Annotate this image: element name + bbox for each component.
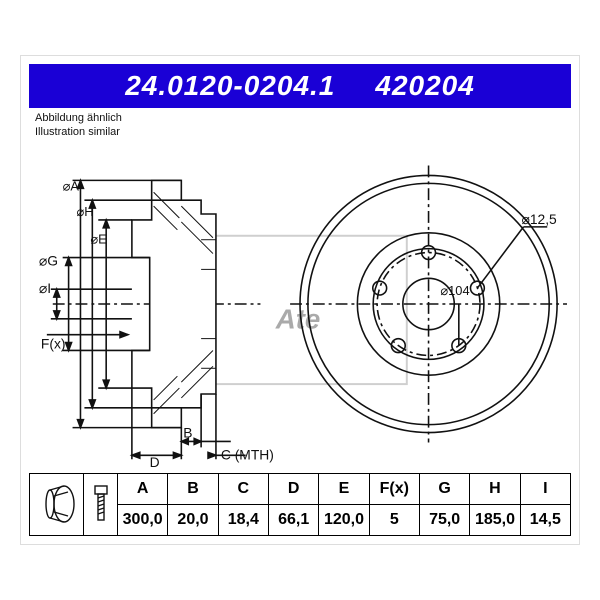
val-D: 66,1	[268, 504, 318, 535]
label-hole-dia: ⌀12,5	[522, 211, 558, 227]
label-pcd: ⌀104	[440, 283, 469, 298]
col-Fx: F(x)	[369, 473, 419, 504]
label-D: D	[150, 454, 160, 469]
label-diaH: ⌀H	[77, 204, 94, 219]
note-line-de: Abbildung ähnlich	[35, 112, 565, 125]
val-I: 14,5	[520, 504, 570, 535]
col-C: C	[218, 473, 268, 504]
front-view-labels: ⌀12,5 ⌀104	[440, 211, 557, 298]
part-number-primary: 24.0120-0204.1	[125, 70, 335, 102]
side-section-view	[47, 180, 261, 459]
val-G: 75,0	[419, 504, 469, 535]
label-C: C (MTH)	[221, 446, 274, 462]
label-diaG: ⌀G	[39, 252, 58, 268]
front-face-view	[290, 165, 567, 442]
val-B: 20,0	[168, 504, 218, 535]
col-B: B	[168, 473, 218, 504]
label-B: B	[183, 424, 192, 440]
spec-header-row: A B C D E F(x) G H I	[30, 473, 571, 504]
header-bar: 24.0120-0204.1 420204	[29, 64, 571, 108]
val-H: 185,0	[470, 504, 520, 535]
diagram-area: Ate	[29, 139, 571, 473]
val-A: 300,0	[118, 504, 168, 535]
technical-drawing: Ate	[33, 139, 567, 469]
label-diaI: ⌀I	[39, 280, 51, 296]
val-Fx: 5	[369, 504, 419, 535]
col-A: A	[118, 473, 168, 504]
col-I: I	[520, 473, 570, 504]
val-C: 18,4	[218, 504, 268, 535]
col-G: G	[419, 473, 469, 504]
col-D: D	[268, 473, 318, 504]
note-line-en: Illustration similar	[35, 126, 565, 139]
val-E: 120,0	[319, 504, 369, 535]
brand-logo: Ate	[275, 303, 321, 334]
illustration-note: Abbildung ähnlich Illustration similar	[29, 108, 571, 138]
label-Fx: F(x)	[41, 335, 66, 351]
label-diaA: ⌀A	[63, 178, 80, 193]
spec-table: A B C D E F(x) G H I 300,0 20,0 18,4 66,…	[29, 473, 571, 536]
bolt-icon	[84, 473, 118, 535]
product-spec-card: 24.0120-0204.1 420204 Abbildung ähnlich …	[20, 55, 580, 544]
label-diaE: ⌀E	[90, 231, 107, 246]
part-number-secondary: 420204	[375, 70, 474, 102]
disc-section-icon	[30, 473, 84, 535]
col-H: H	[470, 473, 520, 504]
col-E: E	[319, 473, 369, 504]
